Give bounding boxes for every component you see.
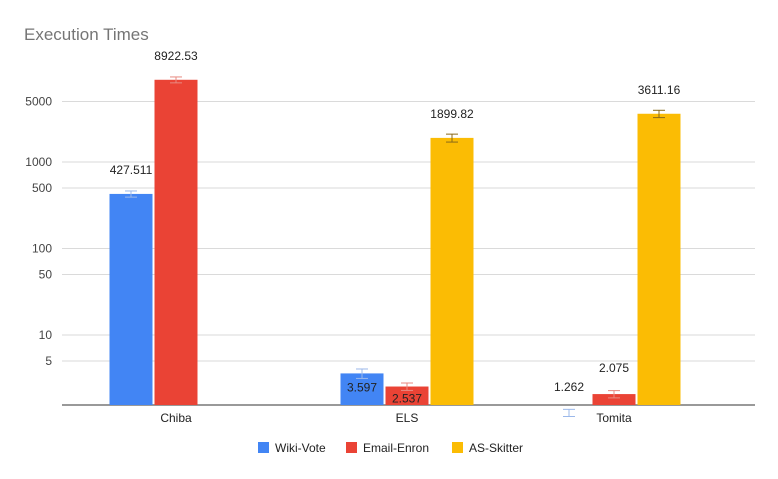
y-tick-label: 100 [32,242,52,256]
y-tick-label: 5000 [25,95,52,109]
legend-item-as-skitter[interactable]: AS-Skitter [452,441,523,455]
bar-email-enron-chiba[interactable] [154,79,198,406]
x-category-label: Tomita [596,411,632,425]
y-tick-label: 50 [39,268,53,282]
bars [109,79,681,406]
y-tick-label: 5 [45,354,52,368]
legend-item-email-enron[interactable]: Email-Enron [346,441,429,455]
data-label: 2.075 [599,361,629,375]
data-label: 8922.53 [154,49,198,63]
data-label: 3611.16 [638,83,681,97]
bar-email-enron-els[interactable] [385,386,429,405]
x-axis-categories: Chiba ELS Tomita [160,411,632,425]
data-label: 1.262 [554,380,584,394]
y-axis-ticks: 5 10 50 100 500 1000 5000 [25,95,52,369]
data-label: 1899.82 [430,107,474,121]
legend-swatch [452,442,463,453]
data-label: 2.537 [392,392,422,406]
data-labels: 427.511 8922.53 3.597 2.537 1899.82 1.262 2.07… [110,49,681,406]
bar-email-enron-tomita[interactable] [592,394,636,405]
data-label: 427.511 [110,163,153,177]
y-tick-label: 1000 [25,155,52,169]
legend-swatch [258,442,269,453]
bar-wiki-vote-chiba[interactable] [109,193,153,405]
x-category-label: Chiba [160,411,192,425]
legend-swatch [346,442,357,453]
y-tick-label: 10 [39,328,53,342]
legend-item-wiki-vote[interactable]: Wiki-Vote [258,441,326,455]
chart-title: Execution Times [24,25,149,44]
bar-as-skitter-tomita[interactable] [637,113,681,406]
x-category-label: ELS [396,411,419,425]
y-tick-label: 500 [32,181,52,195]
error-bars [125,76,665,418]
legend-label: Wiki-Vote [275,441,326,455]
legend[interactable]: Wiki-Vote Email-Enron AS-Skitter [258,441,523,455]
data-label: 3.597 [347,380,377,394]
bar-as-skitter-els[interactable] [430,137,474,406]
legend-label: Email-Enron [363,441,429,455]
legend-label: AS-Skitter [469,441,523,455]
